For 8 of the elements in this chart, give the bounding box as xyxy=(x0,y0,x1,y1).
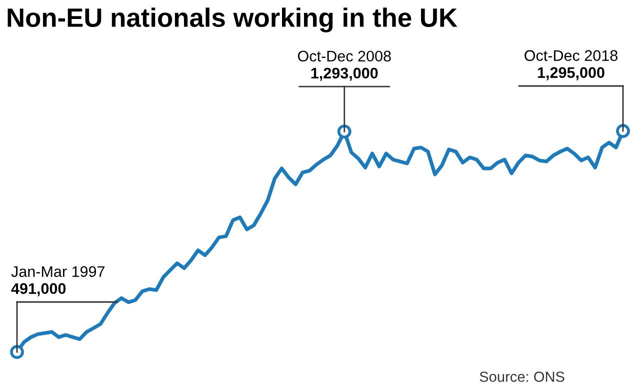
data-label: 491,000 xyxy=(11,283,66,296)
text: Oct-Dec 2018 xyxy=(524,50,618,61)
data-label: 1,293,000 xyxy=(311,68,378,81)
source-note: Source: ONS xyxy=(480,372,564,382)
chart-title: Non-EU nationals working in the UK xyxy=(8,8,458,32)
text: Oct-Dec 2008 xyxy=(298,50,391,62)
annotation: Jan-Mar 1997 xyxy=(11,266,104,277)
data-label: 1,295,000 xyxy=(538,67,604,80)
